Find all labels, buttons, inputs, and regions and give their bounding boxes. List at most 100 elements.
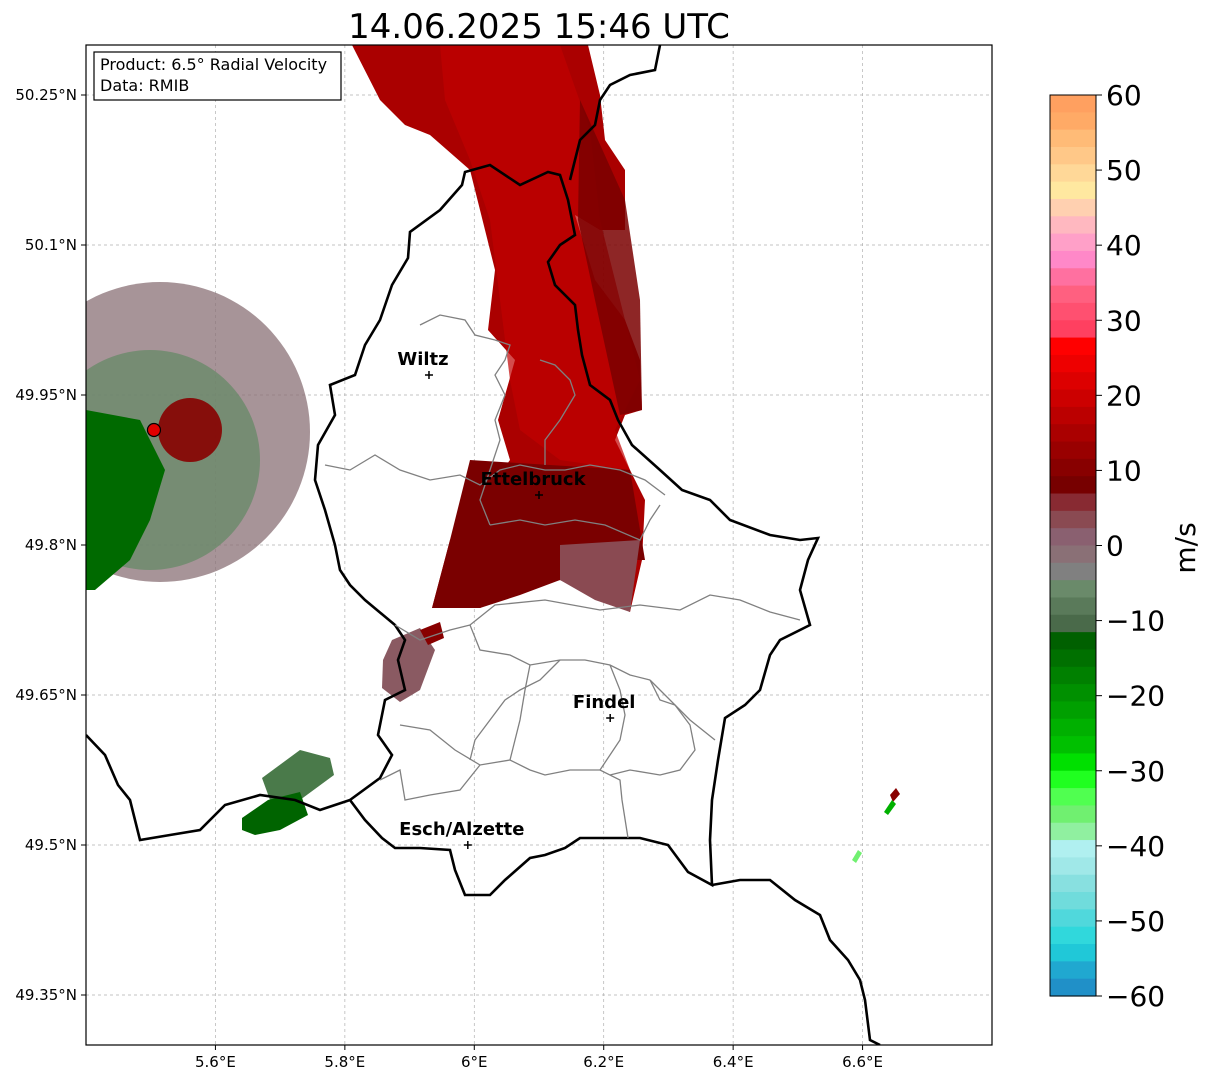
- y-tick-label: 49.5°N: [25, 836, 77, 854]
- sw-green-cell: [262, 750, 334, 800]
- colorbar-tick-label: 30: [1106, 304, 1142, 337]
- info-product: Product: 6.5° Radial Velocity: [100, 55, 327, 74]
- colorbar-swatch: [1050, 788, 1096, 807]
- y-tick-label: 49.65°N: [15, 686, 77, 704]
- x-tick-label: 5.6°E: [195, 1053, 236, 1071]
- radar-green-echo: [86, 410, 165, 590]
- colorbar-swatch: [1050, 840, 1096, 858]
- city-label: Ettelbruck: [480, 469, 586, 490]
- colorbar-tick-label: −10: [1106, 605, 1165, 638]
- colorbar-swatch: [1050, 926, 1096, 945]
- colorbar-tick-label: 50: [1106, 154, 1142, 187]
- colorbar-tick-label: −50: [1106, 905, 1165, 938]
- x-tick-label: 6.2°E: [583, 1053, 624, 1071]
- x-tick-label: 6°E: [461, 1053, 488, 1071]
- colorbar-swatch: [1050, 406, 1096, 425]
- colorbar-swatch: [1050, 320, 1096, 339]
- east-bin-red: [890, 788, 900, 802]
- colorbar-swatch: [1050, 268, 1096, 287]
- colorbar-swatch: [1050, 181, 1096, 200]
- colorbar-swatch: [1050, 95, 1096, 113]
- x-tick-label: 6.4°E: [713, 1053, 754, 1071]
- colorbar-swatch: [1050, 649, 1096, 668]
- colorbar-swatch: [1050, 770, 1096, 789]
- radar-site-marker: [146, 422, 162, 438]
- colorbar-tick-label: 40: [1106, 229, 1142, 262]
- colorbar-swatch: [1050, 510, 1096, 529]
- colorbar-tick-label: −40: [1106, 830, 1165, 863]
- colorbar-swatch: [1050, 528, 1096, 547]
- colorbar-swatch: [1050, 458, 1096, 477]
- colorbar-swatch: [1050, 354, 1096, 373]
- small-echo-red: [420, 622, 444, 645]
- colorbar-swatch: [1050, 112, 1096, 131]
- info-data-source: Data: RMIB: [100, 76, 189, 95]
- city-label: Findel: [573, 692, 636, 713]
- city-marker: [535, 491, 543, 499]
- y-axis-ticks: 50.25°N 50.1°N 49.95°N 49.8°N 49.65°N 49.5°N 4…: [15, 86, 86, 1004]
- colorbar-swatch: [1050, 753, 1096, 772]
- colorbar-swatch: [1050, 701, 1096, 720]
- x-tick-label: 6.6°E: [842, 1053, 883, 1071]
- x-tick-label: 5.8°E: [324, 1053, 365, 1071]
- city-label: Wiltz: [397, 349, 448, 370]
- canton-boundaries: [324, 314, 801, 839]
- colorbar-tick-label: 60: [1106, 79, 1142, 112]
- colorbar-tick-label: 20: [1106, 379, 1142, 412]
- colorbar-swatch: [1050, 285, 1096, 304]
- colorbar-swatch: [1050, 944, 1096, 962]
- colorbar-tick-label: 0: [1106, 530, 1124, 563]
- colorbar-swatch: [1050, 250, 1096, 269]
- colorbar-swatch: [1050, 337, 1096, 356]
- city-label: Esch/Alzette: [399, 819, 524, 840]
- colorbar-tick-label: −60: [1106, 980, 1165, 1013]
- colorbar-swatch: [1050, 389, 1096, 408]
- small-echo-sw: [382, 628, 435, 702]
- colorbar-swatch: [1050, 216, 1096, 235]
- city-marker: [424, 371, 433, 379]
- colorbar-swatch: [1050, 493, 1096, 512]
- y-tick-label: 49.35°N: [15, 986, 77, 1004]
- colorbar-ticks: 60 50 40 30 20 10 0 −10 −20 −30 −40 −50 −60: [1096, 79, 1165, 1013]
- colorbar-swatch: [1050, 164, 1096, 183]
- city-markers: Wiltz Ettelbruck Findel Esch/Alzette: [397, 349, 635, 849]
- east-bin-green: [884, 800, 896, 815]
- colorbar-tick-label: −20: [1106, 680, 1165, 713]
- colorbar-tick-label: 10: [1106, 454, 1142, 487]
- colorbar-swatch: [1050, 684, 1096, 703]
- germany-border-east: [568, 45, 662, 181]
- colorbar-swatch: [1050, 874, 1096, 893]
- y-tick-label: 49.95°N: [15, 386, 77, 404]
- colorbar-swatch: [1050, 476, 1096, 495]
- sw-green-cell-dark: [242, 792, 308, 835]
- germany-border-southeast: [711, 878, 881, 1045]
- colorbar-swatch: [1050, 580, 1096, 599]
- colorbar-swatch: [1050, 909, 1096, 928]
- y-tick-label: 50.1°N: [25, 236, 77, 254]
- y-tick-label: 50.25°N: [15, 86, 77, 104]
- colorbar-swatch: [1050, 892, 1096, 910]
- france-belgium-border: [86, 734, 351, 842]
- colorbar: 60 50 40 30 20 10 0 −10 −20 −30 −40 −50 −60 m/s: [1049, 79, 1202, 1013]
- colorbar-swatch: [1050, 198, 1096, 217]
- colorbar-label: m/s: [1169, 522, 1202, 573]
- colorbar-swatch: [1050, 736, 1096, 755]
- x-axis-ticks: 5.6°E 5.8°E 6°E 6.2°E 6.4°E 6.6°E: [195, 1045, 883, 1071]
- city-marker: [606, 714, 615, 722]
- colorbar-swatch: [1050, 146, 1096, 165]
- colorbar-swatch: [1050, 302, 1096, 321]
- storm-outflow: [560, 540, 640, 612]
- colorbar-swatch: [1050, 424, 1096, 443]
- storm-band-south: [432, 460, 645, 608]
- colorbar-swatch: [1050, 614, 1096, 633]
- colorbar-swatches: [1050, 95, 1096, 997]
- city-marker: [463, 841, 472, 849]
- colorbar-swatch: [1050, 233, 1096, 252]
- colorbar-swatch: [1050, 805, 1096, 824]
- colorbar-swatch: [1050, 372, 1096, 391]
- map-panel: 5.6°E 5.8°E 6°E 6.2°E 6.4°E 6.6°E 50.25°N 50.1…: [15, 44, 993, 1071]
- y-tick-label: 49.8°N: [25, 536, 77, 554]
- colorbar-swatch: [1050, 597, 1096, 616]
- info-box: Product: 6.5° Radial Velocity Data: RMIB: [93, 51, 342, 101]
